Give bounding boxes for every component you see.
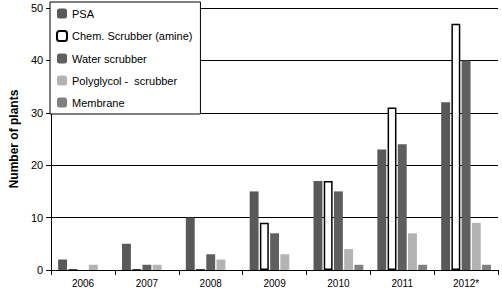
svg-text:PSA: PSA — [72, 8, 95, 20]
svg-text:20: 20 — [31, 159, 43, 171]
svg-text:2008: 2008 — [200, 278, 223, 289]
svg-text:0: 0 — [37, 264, 43, 276]
svg-text:2007: 2007 — [136, 278, 159, 289]
svg-text:2011: 2011 — [391, 278, 413, 289]
svg-text:30: 30 — [31, 107, 43, 119]
svg-text:2012*: 2012* — [453, 278, 479, 289]
svg-text:2006: 2006 — [72, 278, 95, 289]
svg-text:40: 40 — [31, 54, 43, 66]
svg-text:50: 50 — [31, 2, 43, 14]
svg-text:Membrane: Membrane — [72, 97, 125, 109]
svg-text:Polyglycol - scrubber: Polyglycol - scrubber — [72, 75, 177, 87]
svg-text:10: 10 — [31, 212, 43, 224]
svg-text:Water scrubber: Water scrubber — [72, 53, 147, 65]
svg-text:Chem. Scrubber (amine): Chem. Scrubber (amine) — [72, 30, 192, 42]
svg-text:2010: 2010 — [327, 278, 350, 289]
svg-text:Number of plants: Number of plants — [7, 89, 21, 188]
svg-text:2009: 2009 — [263, 278, 286, 289]
